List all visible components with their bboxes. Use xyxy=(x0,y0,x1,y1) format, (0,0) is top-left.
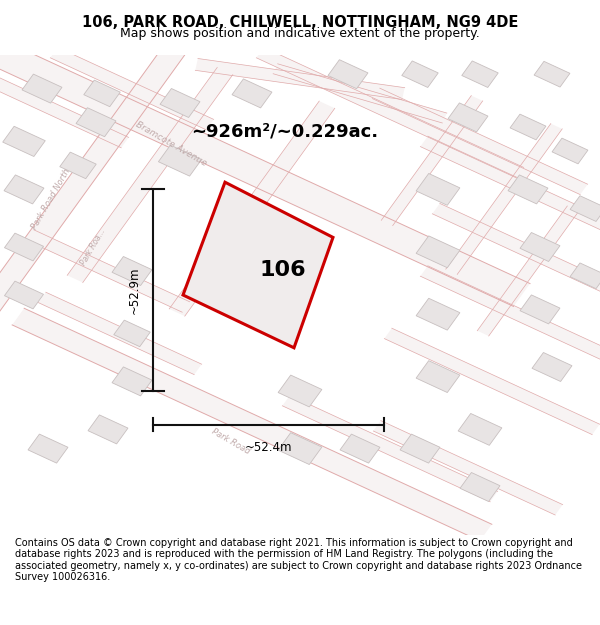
Text: ~52.4m: ~52.4m xyxy=(245,441,292,454)
Text: Park Road North: Park Road North xyxy=(30,167,72,231)
Polygon shape xyxy=(0,0,530,306)
Polygon shape xyxy=(232,79,272,108)
Polygon shape xyxy=(195,59,405,99)
Text: Park Roa...: Park Roa... xyxy=(79,227,107,267)
Polygon shape xyxy=(448,103,488,132)
Text: Map shows position and indicative extent of the property.: Map shows position and indicative extent… xyxy=(120,27,480,39)
Polygon shape xyxy=(112,256,152,286)
Polygon shape xyxy=(158,145,202,176)
Polygon shape xyxy=(458,414,502,446)
Polygon shape xyxy=(446,124,562,274)
Polygon shape xyxy=(3,126,45,156)
Polygon shape xyxy=(169,101,335,316)
Polygon shape xyxy=(534,61,570,87)
Polygon shape xyxy=(28,434,68,463)
Polygon shape xyxy=(283,396,497,502)
Polygon shape xyxy=(76,107,116,137)
Polygon shape xyxy=(114,320,150,347)
Polygon shape xyxy=(160,89,200,118)
Polygon shape xyxy=(50,48,214,130)
Polygon shape xyxy=(88,415,128,444)
Polygon shape xyxy=(4,233,44,261)
Polygon shape xyxy=(400,434,440,463)
Polygon shape xyxy=(26,230,190,312)
Text: ~52.9m: ~52.9m xyxy=(127,266,140,314)
Polygon shape xyxy=(552,138,588,164)
Polygon shape xyxy=(278,375,322,407)
Polygon shape xyxy=(373,88,587,194)
Polygon shape xyxy=(520,295,560,324)
Polygon shape xyxy=(402,61,438,88)
Polygon shape xyxy=(416,236,460,268)
Polygon shape xyxy=(421,266,600,372)
Polygon shape xyxy=(416,361,460,392)
Polygon shape xyxy=(340,434,380,463)
Polygon shape xyxy=(520,232,560,261)
Text: ~926m²/~0.229ac.: ~926m²/~0.229ac. xyxy=(191,122,379,141)
Polygon shape xyxy=(0,78,129,148)
Polygon shape xyxy=(385,328,599,434)
Polygon shape xyxy=(183,182,333,348)
Polygon shape xyxy=(256,48,524,177)
Polygon shape xyxy=(22,74,62,103)
Text: Bramcote Avenue: Bramcote Avenue xyxy=(134,120,208,168)
Polygon shape xyxy=(112,367,152,396)
Polygon shape xyxy=(67,68,233,282)
Polygon shape xyxy=(508,175,548,204)
Text: 106: 106 xyxy=(259,261,306,281)
Polygon shape xyxy=(416,298,460,330)
Polygon shape xyxy=(416,174,460,206)
Polygon shape xyxy=(421,136,600,242)
Polygon shape xyxy=(273,64,447,123)
Polygon shape xyxy=(4,281,44,309)
Polygon shape xyxy=(373,421,563,515)
Text: Park Road: Park Road xyxy=(210,427,252,456)
Polygon shape xyxy=(60,152,96,179)
Polygon shape xyxy=(462,61,498,88)
Polygon shape xyxy=(570,196,600,221)
Polygon shape xyxy=(0,17,205,401)
Polygon shape xyxy=(477,206,579,336)
Polygon shape xyxy=(532,352,572,381)
Polygon shape xyxy=(510,114,546,140)
Polygon shape xyxy=(12,308,492,541)
Polygon shape xyxy=(381,96,483,226)
Polygon shape xyxy=(433,203,600,310)
Polygon shape xyxy=(328,60,368,89)
Polygon shape xyxy=(570,263,600,289)
Polygon shape xyxy=(38,292,202,374)
Polygon shape xyxy=(84,80,120,107)
Polygon shape xyxy=(4,175,44,204)
Text: Contains OS data © Crown copyright and database right 2021. This information is : Contains OS data © Crown copyright and d… xyxy=(15,538,582,582)
Text: 106, PARK ROAD, CHILWELL, NOTTINGHAM, NG9 4DE: 106, PARK ROAD, CHILWELL, NOTTINGHAM, NG… xyxy=(82,16,518,31)
Polygon shape xyxy=(460,472,500,501)
Polygon shape xyxy=(278,432,322,464)
